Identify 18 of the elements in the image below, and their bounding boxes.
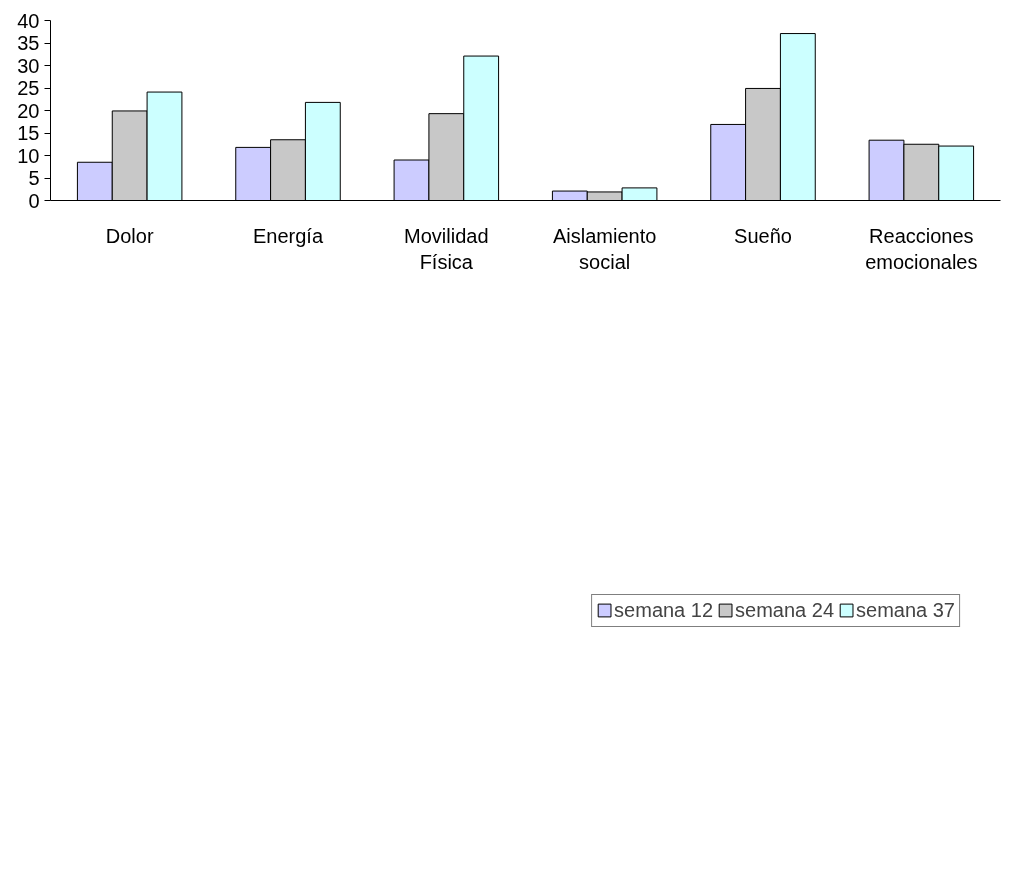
y-tick-label: 15 bbox=[17, 122, 40, 144]
x-tick-label: Aislamiento social bbox=[552, 224, 657, 273]
x-tick-label: Dolor bbox=[105, 224, 154, 247]
y-tick-label: 5 bbox=[28, 167, 40, 189]
y-tick-label: 25 bbox=[17, 77, 40, 99]
legend-label: semana 37 bbox=[856, 598, 955, 622]
y-tick-label: 35 bbox=[17, 32, 40, 54]
x-tick-label: Sueño bbox=[734, 224, 792, 247]
y-tick-label: 10 bbox=[17, 144, 40, 167]
x-tick-label: Movilidad Física bbox=[404, 224, 489, 273]
legend-label: semana 12 bbox=[614, 598, 714, 622]
legend-label: semana 24 bbox=[735, 598, 835, 622]
y-tick-label: 30 bbox=[17, 54, 40, 77]
y-tick-label: 40 bbox=[17, 9, 40, 32]
x-tick-label: Reacciones emocionales bbox=[865, 224, 978, 273]
y-tick-label: 0 bbox=[28, 189, 40, 212]
x-tick-label: Energía bbox=[252, 224, 324, 247]
y-tick-label: 20 bbox=[17, 99, 40, 122]
